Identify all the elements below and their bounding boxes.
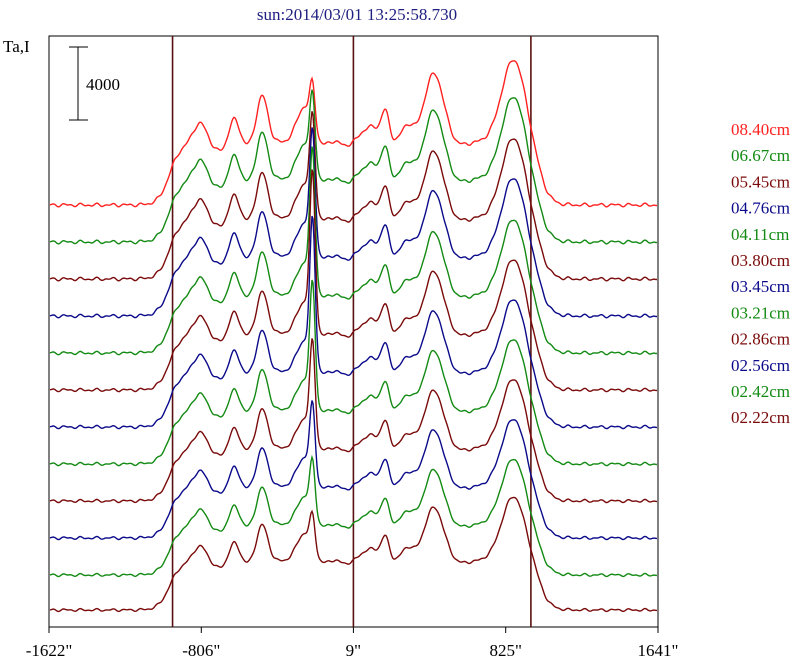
series-line-03.45cm: [49, 215, 658, 430]
legend-entry-6: 03.45cm: [731, 277, 790, 296]
series-line-02.22cm: [49, 496, 657, 613]
x-axis-ticks: -1622" -806" 9" 825" 1641": [26, 627, 679, 660]
x-tick-label-4: 1641": [638, 641, 679, 660]
series-line-04.76cm: [49, 127, 657, 319]
series-lines: [49, 60, 658, 613]
legend-entry-5: 03.80cm: [731, 251, 790, 270]
series-line-02.86cm: [49, 338, 658, 504]
series-line-05.45cm: [49, 111, 657, 282]
legend-entry-8: 02.86cm: [731, 330, 790, 349]
legend-entry-11: 02.22cm: [731, 408, 790, 427]
legend: 08.40cm 06.67cm 05.45cm 04.76cm 04.11cm 03.80…: [731, 120, 790, 427]
legend-entry-4: 04.11cm: [731, 225, 789, 244]
x-tick-label-3: 825": [489, 641, 521, 660]
legend-entry-0: 08.40cm: [731, 120, 790, 139]
series-line-04.11cm: [49, 146, 657, 356]
x-tick-label-0: -1622": [26, 641, 73, 660]
scale-bar: 4000: [69, 46, 120, 121]
y-axis-label: Ta,I: [3, 37, 30, 56]
series-line-03.21cm: [49, 279, 658, 467]
x-tick-label-2: 9": [346, 641, 361, 660]
series-line-06.67cm: [49, 89, 657, 245]
legend-entry-2: 05.45cm: [731, 172, 790, 191]
series-line-02.42cm: [49, 454, 657, 578]
legend-entry-7: 03.21cm: [731, 303, 790, 322]
legend-entry-3: 04.76cm: [731, 199, 790, 218]
series-line-08.40cm: [49, 60, 657, 208]
chart-title: sun:2014/03/01 13:25:58.730: [257, 5, 457, 24]
legend-entry-10: 02.42cm: [731, 382, 790, 401]
series-line-02.56cm: [49, 400, 657, 541]
legend-entry-9: 02.56cm: [731, 356, 790, 375]
x-tick-label-1: -806": [182, 641, 220, 660]
scale-bar-label: 4000: [86, 75, 120, 94]
series-line-03.80cm: [49, 169, 658, 393]
legend-entry-1: 06.67cm: [731, 146, 790, 165]
